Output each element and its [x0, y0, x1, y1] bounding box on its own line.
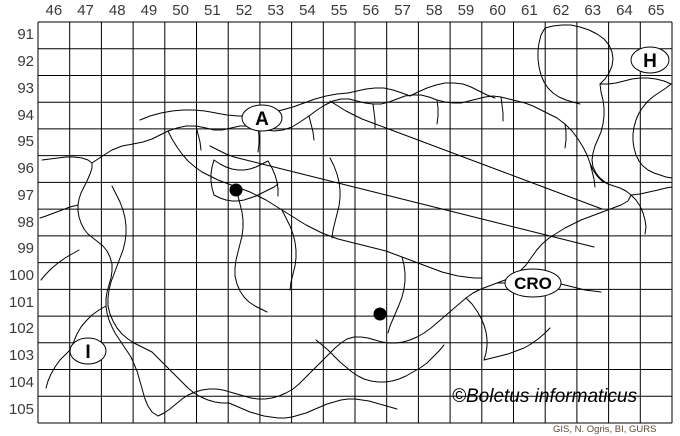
y-axis-tick-label: 92 — [17, 53, 34, 71]
country-tag-ellipse-hungary — [630, 46, 670, 74]
coordinate-grid — [37, 21, 673, 424]
x-axis-tick-label: 61 — [521, 2, 538, 19]
y-axis-tick-label: 99 — [17, 240, 34, 258]
x-axis-tick-label: 50 — [172, 2, 189, 19]
x-axis-tick-label: 60 — [489, 2, 506, 19]
x-axis-tick-label: 53 — [267, 2, 285, 19]
x-axis-tick-label: 46 — [45, 2, 63, 19]
x-axis-tick-label: 62 — [552, 2, 570, 19]
country-tag-group: A H CRO I — [69, 46, 670, 365]
y-axis-tick-label: 105 — [8, 400, 34, 418]
x-axis-tick-label: 65 — [647, 2, 665, 19]
y-axis-tick-label: 91 — [17, 26, 34, 44]
x-axis-tick-label: 49 — [140, 2, 158, 19]
occurrence-dot — [229, 183, 243, 197]
x-axis-tick-label: 48 — [108, 2, 126, 19]
x-axis-tick-label: 47 — [77, 2, 94, 19]
occurrence-dot-group — [229, 183, 387, 321]
x-axis-tick-label: 57 — [394, 2, 411, 19]
y-axis-tick-label: 103 — [8, 347, 34, 365]
country-tag-label-hungary: H — [643, 51, 657, 72]
y-axis-tick-label: 96 — [17, 160, 34, 178]
y-axis-tick-label: 94 — [17, 106, 34, 124]
copyright-notice: ©Boletus informaticus — [452, 386, 638, 407]
data-source-credit: GIS, N. Ogris, BI, GURS — [553, 424, 657, 435]
y-axis-tick-label: 95 — [17, 133, 34, 151]
occurrence-dot — [373, 307, 387, 321]
country-tag-ellipse-croatia — [504, 268, 562, 298]
country-tag-label-italy: I — [85, 342, 90, 363]
y-axis-tick-label: 100 — [8, 266, 34, 284]
x-axis-tick-label: 55 — [330, 2, 348, 19]
x-axis-tick-label: 56 — [362, 2, 380, 19]
country-tag-ellipse-italy — [69, 337, 107, 365]
y-axis-tick-label: 104 — [8, 373, 34, 391]
x-axis-tick-label: 63 — [584, 2, 602, 19]
y-axis-tick-label: 93 — [17, 79, 34, 97]
x-axis-tick-label: 52 — [235, 2, 253, 19]
x-axis-tick-label: 64 — [616, 2, 633, 19]
country-tag-ellipse-austria — [241, 104, 283, 132]
y-axis-tick-label: 98 — [17, 213, 34, 231]
y-axis-tick-label: 102 — [8, 320, 34, 338]
y-axis-tick-label: 97 — [17, 186, 34, 204]
x-axis-tick-label: 59 — [457, 2, 475, 19]
x-axis-tick-label: 54 — [299, 2, 316, 19]
country-tag-label-croatia: CRO — [514, 274, 552, 293]
x-axis-tick-label: 51 — [204, 2, 221, 19]
y-axis-tick-label: 101 — [8, 293, 34, 311]
x-axis-tick-label: 58 — [425, 2, 443, 19]
country-tag-label-austria: A — [255, 109, 269, 130]
